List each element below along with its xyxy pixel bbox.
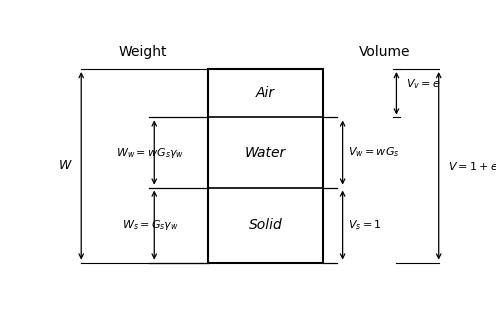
Text: $W$: $W$ [59,159,73,172]
Text: Volume: Volume [359,45,411,59]
Text: Weight: Weight [119,45,167,59]
Text: $W_s = G_s\gamma_w$: $W_s = G_s\gamma_w$ [122,218,179,232]
Text: $V = 1+e$: $V = 1+e$ [448,160,496,172]
Text: Solid: Solid [249,218,283,232]
Text: $V_w = wG_s$: $V_w = wG_s$ [348,146,400,160]
Text: $V_v = e$: $V_v = e$ [406,77,440,90]
Text: Air: Air [256,86,275,100]
Bar [208,69,323,263]
Text: Water: Water [245,145,286,160]
Text: $W_w = wG_s\gamma_w$: $W_w = wG_s\gamma_w$ [116,145,185,160]
Text: $V_s = 1$: $V_s = 1$ [348,218,382,232]
